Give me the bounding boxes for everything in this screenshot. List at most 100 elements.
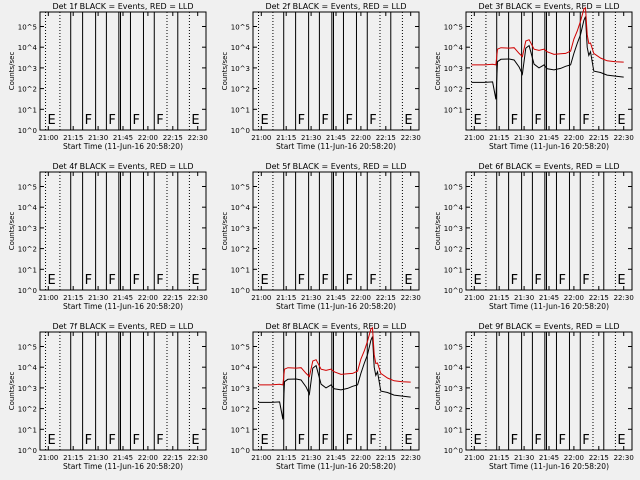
panel-2: Det 2f BLACK = Events, RED = LLD 10^0 10^1… bbox=[221, 2, 421, 151]
panel-1: Det 1f BLACK = Events, RED = LLD 10^0 10^1… bbox=[8, 2, 208, 151]
panel-title: Det 6f BLACK = Events, RED = LLD bbox=[478, 162, 619, 171]
y-tick-label: 10^1 bbox=[18, 106, 37, 114]
x-tick-label: 21:15 bbox=[489, 454, 509, 462]
event-marker-label: F bbox=[582, 113, 589, 128]
event-marker-label: E bbox=[48, 433, 56, 448]
event-marker-label: E bbox=[474, 273, 482, 288]
x-tick-label: 21:00 bbox=[38, 454, 58, 462]
event-marker-label: F bbox=[108, 433, 115, 448]
event-marker-label: E bbox=[404, 273, 412, 288]
panel-5: Det 5f BLACK = Events, RED = LLD 10^0 10^1… bbox=[221, 162, 421, 311]
x-axis-label: Start Time (11-Jun-16 20:58:20) bbox=[63, 302, 183, 311]
event-marker-label: E bbox=[404, 433, 412, 448]
y-tick-label: 10^0 bbox=[18, 447, 37, 455]
y-tick-label: 10^5 bbox=[231, 343, 250, 351]
x-tick-label: 21:30 bbox=[514, 294, 534, 302]
event-marker-label: E bbox=[261, 113, 269, 128]
x-tick-label: 21:15 bbox=[63, 294, 83, 302]
x-tick-label: 21:45 bbox=[539, 294, 559, 302]
y-tick-label: 10^2 bbox=[18, 406, 37, 414]
x-tick-label: 21:30 bbox=[301, 294, 321, 302]
y-tick-label: 10^2 bbox=[18, 246, 37, 254]
y-axis-label: Counts/sec bbox=[221, 372, 229, 411]
plot-frame bbox=[252, 171, 420, 291]
plot-frame bbox=[465, 11, 633, 131]
x-axis-label: Start Time (11-Jun-16 20:58:20) bbox=[276, 302, 396, 311]
x-tick-label: 21:30 bbox=[88, 454, 108, 462]
x-tick-label: 21:30 bbox=[514, 454, 534, 462]
x-tick-label: 22:15 bbox=[589, 294, 609, 302]
y-tick-label: 10^5 bbox=[444, 183, 463, 191]
x-tick-label: 21:00 bbox=[464, 294, 484, 302]
plot-frame bbox=[252, 331, 420, 451]
event-marker-label: E bbox=[191, 113, 199, 128]
y-tick-label: 10^4 bbox=[18, 364, 38, 372]
panel-8: Det 8f BLACK = Events, RED = LLD 10^0 10^1… bbox=[221, 322, 421, 471]
event-marker-label: F bbox=[558, 433, 565, 448]
y-axis-label: Counts/sec bbox=[8, 52, 16, 91]
event-marker-label: F bbox=[558, 273, 565, 288]
panel-title: Det 3f BLACK = Events, RED = LLD bbox=[478, 2, 619, 11]
x-tick-label: 21:15 bbox=[489, 294, 509, 302]
x-tick-label: 21:15 bbox=[276, 134, 296, 142]
x-tick-label: 21:45 bbox=[326, 454, 346, 462]
event-marker-label: F bbox=[156, 113, 163, 128]
event-marker-label: F bbox=[298, 433, 305, 448]
y-tick-label: 10^2 bbox=[444, 86, 463, 94]
x-tick-label: 21:45 bbox=[539, 134, 559, 142]
y-tick-label: 10^4 bbox=[444, 204, 464, 212]
event-marker-label: F bbox=[108, 113, 115, 128]
event-marker-label: F bbox=[511, 273, 518, 288]
y-axis-label: Counts/sec bbox=[434, 212, 442, 251]
event-marker-label: F bbox=[132, 113, 139, 128]
event-marker-label: E bbox=[474, 113, 482, 128]
y-tick-label: 10^3 bbox=[444, 225, 463, 233]
event-marker-label: F bbox=[108, 273, 115, 288]
y-tick-label: 10^2 bbox=[18, 86, 37, 94]
y-tick-label: 10^5 bbox=[18, 23, 37, 31]
y-tick-label: 10^0 bbox=[231, 127, 250, 135]
x-tick-label: 21:45 bbox=[113, 134, 133, 142]
y-tick-label: 10^3 bbox=[444, 385, 463, 393]
x-tick-label: 22:00 bbox=[351, 294, 371, 302]
events-series-line bbox=[258, 336, 411, 420]
x-tick-label: 22:30 bbox=[188, 134, 208, 142]
event-marker-label: F bbox=[534, 273, 541, 288]
x-tick-label: 22:15 bbox=[376, 454, 396, 462]
x-tick-label: 22:15 bbox=[163, 294, 183, 302]
event-marker-label: E bbox=[404, 113, 412, 128]
panel-title: Det 2f BLACK = Events, RED = LLD bbox=[265, 2, 406, 11]
event-marker-label: F bbox=[321, 273, 328, 288]
x-tick-label: 21:45 bbox=[539, 454, 559, 462]
y-tick-label: 10^3 bbox=[18, 225, 37, 233]
y-tick-label: 10^4 bbox=[231, 44, 251, 52]
events-series-line bbox=[471, 16, 624, 100]
y-tick-label: 10^2 bbox=[231, 246, 250, 254]
event-marker-label: F bbox=[582, 273, 589, 288]
y-tick-label: 10^1 bbox=[231, 266, 250, 274]
event-marker-label: F bbox=[345, 273, 352, 288]
plot-frame bbox=[465, 331, 633, 451]
plot-frame bbox=[39, 11, 207, 131]
y-tick-label: 10^0 bbox=[231, 287, 250, 295]
y-tick-label: 10^5 bbox=[444, 343, 463, 351]
x-tick-label: 21:00 bbox=[251, 294, 271, 302]
y-tick-label: 10^1 bbox=[18, 426, 37, 434]
x-tick-label: 22:30 bbox=[188, 294, 208, 302]
x-tick-label: 21:15 bbox=[276, 454, 296, 462]
y-tick-label: 10^4 bbox=[444, 44, 464, 52]
x-tick-label: 22:30 bbox=[401, 454, 421, 462]
x-tick-label: 22:30 bbox=[401, 134, 421, 142]
event-marker-label: E bbox=[617, 433, 625, 448]
panel-6: Det 6f BLACK = Events, RED = LLD 10^0 10^1… bbox=[434, 162, 634, 311]
event-marker-label: F bbox=[85, 273, 92, 288]
y-axis-label: Counts/sec bbox=[434, 372, 442, 411]
x-tick-label: 22:00 bbox=[564, 134, 584, 142]
y-tick-label: 10^2 bbox=[231, 406, 250, 414]
panel-3: Det 3f BLACK = Events, RED = LLD 10^1 10^2… bbox=[434, 2, 634, 151]
x-tick-label: 22:15 bbox=[376, 134, 396, 142]
y-tick-label: 10^5 bbox=[18, 343, 37, 351]
x-tick-label: 22:00 bbox=[564, 454, 584, 462]
y-tick-label: 10^5 bbox=[231, 23, 250, 31]
